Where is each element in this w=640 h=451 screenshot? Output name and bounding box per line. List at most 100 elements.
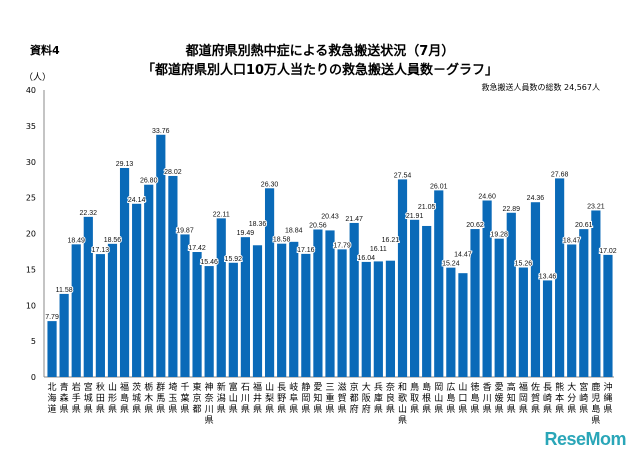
bar <box>192 252 202 377</box>
x-tick-label: 秋田県 <box>96 381 105 415</box>
x-tick-label: 愛媛県 <box>495 381 504 415</box>
bar <box>204 266 214 377</box>
bar <box>264 188 275 377</box>
x-tick-label: 島根県 <box>422 381 431 415</box>
x-tick-label: 岩手県 <box>72 381 81 415</box>
y-axis-unit: （人） <box>24 73 52 83</box>
data-label: 26.01 <box>430 183 448 190</box>
data-label: 17.42 <box>188 245 206 252</box>
bar <box>591 210 601 377</box>
bar <box>325 230 335 377</box>
data-label: 16.04 <box>357 255 375 262</box>
data-label: 21.05 <box>418 204 436 211</box>
bar <box>107 243 118 377</box>
x-tick-label: 静岡県 <box>301 381 310 415</box>
bar <box>567 244 577 377</box>
bar <box>470 229 480 377</box>
data-label: 22.11 <box>213 211 230 218</box>
x-tick-label: 山口県 <box>458 382 467 415</box>
bar <box>373 261 383 377</box>
bar <box>446 267 456 377</box>
data-label: 20.62 <box>466 222 484 229</box>
y-tick-label: 15 <box>26 265 36 274</box>
x-tick-label: 北海道 <box>48 382 57 415</box>
data-label: 22.89 <box>503 206 521 213</box>
bar <box>555 178 565 377</box>
data-label: 16.21 <box>382 237 400 244</box>
data-label: 17.13 <box>92 247 110 254</box>
bar <box>542 280 553 377</box>
data-label: 20.61 <box>575 222 593 229</box>
x-tick-label: 長野県 <box>277 382 286 415</box>
x-tick-label: 群馬県 <box>156 381 165 415</box>
y-tick-label: 20 <box>26 230 36 239</box>
bar <box>95 254 105 377</box>
resemom-logo: ReseMom <box>544 429 626 449</box>
data-label: 19.49 <box>237 230 255 237</box>
x-tick-label: 愛知県 <box>313 381 322 415</box>
bar <box>518 267 528 377</box>
x-tick-label: 岐阜県 <box>289 381 298 415</box>
y-tick-label: 25 <box>26 194 36 203</box>
bar <box>180 234 190 377</box>
data-label: 19.87 <box>176 227 194 234</box>
bar <box>482 200 492 377</box>
x-tick-label: 福岡県 <box>519 381 528 415</box>
bar <box>397 179 408 377</box>
data-label: 33.76 <box>152 128 170 135</box>
data-label: 21.91 <box>406 213 424 220</box>
x-tick-label: 長崎県 <box>543 382 552 415</box>
data-labels: 7.79 11.58 18.49 22.32 17.13 18.56 29.13 24.14 2… <box>44 127 618 322</box>
chart-title: 都道府県別熱中症による救急搬送状況（7月） <box>185 44 455 59</box>
data-label: 18.47 <box>563 237 581 244</box>
bars <box>47 134 613 377</box>
data-label: 18.58 <box>273 237 291 244</box>
data-label: 17.16 <box>297 247 315 254</box>
x-tick-label: 岡山県 <box>434 382 443 415</box>
bar <box>458 273 468 377</box>
x-tick-label: 沖縄県 <box>603 381 612 415</box>
data-label: 15.24 <box>442 261 460 268</box>
bar <box>361 261 371 377</box>
x-tick-label: 和歌山県 <box>398 382 407 426</box>
bar <box>385 260 396 377</box>
x-tick-label: 佐賀県 <box>531 381 540 415</box>
data-label: 19.28 <box>490 232 508 239</box>
data-label: 15.26 <box>515 261 533 268</box>
data-label: 11.58 <box>56 287 73 294</box>
data-label: 17.79 <box>333 242 351 249</box>
data-label: 17.02 <box>599 248 617 255</box>
y-tick-label: 30 <box>26 158 36 167</box>
x-tick-label: 鹿児島県 <box>591 381 600 426</box>
data-label: 24.60 <box>478 193 496 200</box>
x-tick-label: 三重県 <box>325 383 334 415</box>
bar <box>301 253 311 377</box>
data-label: 23.21 <box>587 203 605 210</box>
document-label: 資料4 <box>30 44 60 57</box>
data-label: 21.47 <box>345 216 363 223</box>
data-label: 15.92 <box>225 256 243 263</box>
x-tick-label: 埼玉県 <box>168 381 177 415</box>
x-tick-label: 大阪府 <box>362 381 371 415</box>
bar <box>277 243 287 377</box>
bar <box>47 321 57 377</box>
bar <box>59 293 69 377</box>
data-label: 22.32 <box>80 210 98 217</box>
bar <box>168 175 178 377</box>
bar <box>579 229 589 377</box>
data-label: 26.80 <box>140 178 158 185</box>
x-tick-label: 京都府 <box>350 381 359 415</box>
x-tick-label: 滋賀県 <box>338 381 347 415</box>
x-tick-label: 福島県 <box>120 381 129 415</box>
data-label: 24.14 <box>128 197 146 204</box>
data-label: 15.46 <box>200 259 218 266</box>
data-label: 24.36 <box>527 195 545 202</box>
x-tick-label: 福井県 <box>253 381 262 415</box>
x-tick-label: 栃木県 <box>144 381 153 415</box>
bar <box>410 219 420 377</box>
data-label: 20.56 <box>309 222 327 229</box>
y-tick-label: 10 <box>26 301 36 310</box>
data-label: 7.79 <box>45 314 59 321</box>
x-tick-label: 大分県 <box>567 381 576 415</box>
data-label: 14.47 <box>454 252 472 259</box>
